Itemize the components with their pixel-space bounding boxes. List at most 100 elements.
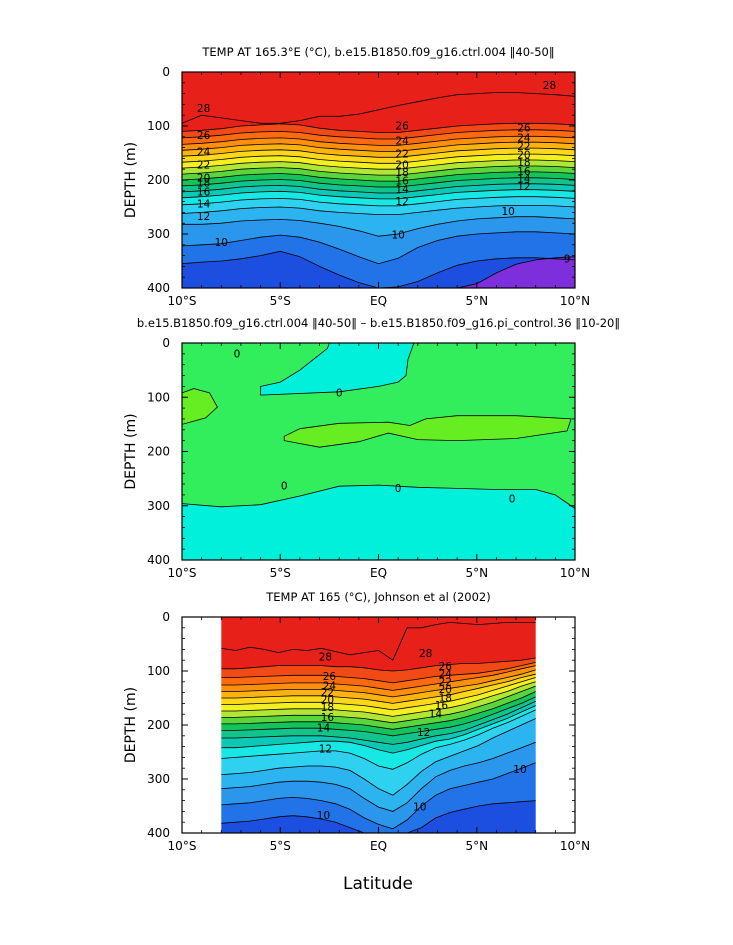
contour-label: 16 xyxy=(321,712,335,724)
y-tick-label: 0 xyxy=(162,610,170,624)
contour-band-29 xyxy=(182,72,575,133)
difference-region-patch-center xyxy=(283,415,572,448)
contour-label: 14 xyxy=(429,709,443,721)
contour-line-15 xyxy=(181,183,576,194)
contour-line-22 xyxy=(221,673,536,704)
contour-label: 28 xyxy=(543,80,556,92)
contour-label: 14 xyxy=(197,198,211,210)
contour-band-22 xyxy=(182,148,575,164)
contour-label: 20 xyxy=(439,684,452,696)
x-tick-label: 5°N xyxy=(465,294,488,308)
contour-label: 24 xyxy=(197,146,211,158)
y-tick-label: 0 xyxy=(162,65,170,79)
contour-line-28 xyxy=(221,657,536,672)
contour-label: 20 xyxy=(517,150,530,162)
y-axis-label: DEPTH (m) xyxy=(123,687,139,763)
contour-band-26 xyxy=(182,136,575,152)
contour-label: 16 xyxy=(435,700,449,712)
contour-label: 20 xyxy=(197,172,210,184)
x-axis-label: Latitude xyxy=(343,874,413,894)
contour-band-17 xyxy=(182,171,575,187)
contour-band-29 xyxy=(221,617,536,671)
contour-line-16 xyxy=(221,696,536,737)
contour-label: 0 xyxy=(281,481,288,493)
panel-model-temperature: 2828262422201816141210262422201816141210… xyxy=(123,45,590,308)
contour-line-19 xyxy=(221,681,536,717)
contour-line-13 xyxy=(221,709,536,770)
contour-band-27 xyxy=(221,662,536,691)
x-tick-label: 5°S xyxy=(270,839,291,853)
contour-line-22 xyxy=(181,147,576,158)
contour-line-27 xyxy=(181,129,576,140)
contour-label: 26 xyxy=(517,123,531,135)
contour-label: 22 xyxy=(197,159,210,171)
contour-line-24 xyxy=(181,141,576,152)
contour-label: 18 xyxy=(395,167,408,179)
contour-line-12 xyxy=(221,718,536,796)
y-tick-label: 400 xyxy=(147,826,170,840)
contour-band-17 xyxy=(221,691,536,736)
contour-label: 28 xyxy=(197,103,210,115)
contour-line-26 xyxy=(221,665,536,691)
y-tick-label: 200 xyxy=(147,445,170,459)
contour-label: 10 xyxy=(513,764,526,776)
contour-label: 10 xyxy=(215,237,228,249)
y-tick-label: 300 xyxy=(147,772,170,786)
contour-band-18 xyxy=(182,166,575,182)
contour-label: 18 xyxy=(517,157,530,169)
contour-band-20 xyxy=(182,154,575,170)
y-axis-label: DEPTH (m) xyxy=(123,142,139,218)
x-tick-label: 10°S xyxy=(168,839,197,853)
contour-label: 16 xyxy=(197,186,211,198)
contour-label: 26 xyxy=(439,661,453,673)
panel-title: b.e15.B1850.f09_g16.ctrl.004 ‖40-50‖ – b… xyxy=(137,316,620,330)
contour-label: 12 xyxy=(517,181,530,193)
contour-label: 18 xyxy=(197,178,210,190)
x-tick-label: EQ xyxy=(370,566,387,580)
contour-label: 0 xyxy=(509,494,516,506)
contour-band-19 xyxy=(182,160,575,176)
contour-label: 24 xyxy=(323,681,337,693)
x-tick-label: EQ xyxy=(370,294,387,308)
contour-line-11 xyxy=(221,741,536,812)
contour-label: 22 xyxy=(321,687,334,699)
contour-line-19 xyxy=(181,159,576,170)
contour-label: 18 xyxy=(439,693,452,705)
contour-label: 18 xyxy=(321,702,334,714)
contour-line-10 xyxy=(181,231,576,265)
contour-label: 0 xyxy=(336,387,343,399)
contour-band-8 xyxy=(182,256,575,288)
contour-label: 0 xyxy=(395,483,402,495)
contour-band-9 xyxy=(182,251,575,288)
contour-label: 26 xyxy=(395,121,409,133)
y-tick-label: 300 xyxy=(147,499,170,513)
contour-band-12 xyxy=(221,718,536,812)
contour-line-upper xyxy=(260,342,415,396)
contour-line-15 xyxy=(221,700,536,745)
y-tick-label: 100 xyxy=(147,664,170,678)
x-tick-label: 5°S xyxy=(270,294,291,308)
contour-label: 12 xyxy=(395,196,408,208)
panel-model-difference: 0 0 0 0 0 10°S 5°S EQ 5°N 10°N 0 100 200 300 400 DEPTH … xyxy=(123,316,620,580)
y-tick-label: 200 xyxy=(147,173,170,187)
contour-label: 10 xyxy=(391,230,404,242)
y-tick-label: 0 xyxy=(162,336,170,350)
contour-band-9 xyxy=(221,800,536,833)
contour-line-24 xyxy=(221,669,536,698)
contour-label: 22 xyxy=(395,149,408,161)
contour-band-13 xyxy=(221,709,536,796)
x-tick-label: 10°N xyxy=(560,839,590,853)
contour-band-15 xyxy=(221,701,536,754)
contour-label: 22 xyxy=(517,141,530,153)
contour-label: 28 xyxy=(319,651,332,663)
contour-line-20 xyxy=(181,153,576,164)
contour-band-27 xyxy=(182,129,575,146)
y-axis-label: DEPTH (m) xyxy=(123,413,139,489)
contour-band-13 xyxy=(182,196,575,215)
contour-band-10 xyxy=(221,762,536,833)
contour-line-17 xyxy=(181,171,576,182)
contour-line-29 xyxy=(181,92,576,124)
contour-band-24 xyxy=(182,142,575,158)
y-tick-label: 100 xyxy=(147,390,170,404)
contour-label: 28 xyxy=(419,648,432,660)
